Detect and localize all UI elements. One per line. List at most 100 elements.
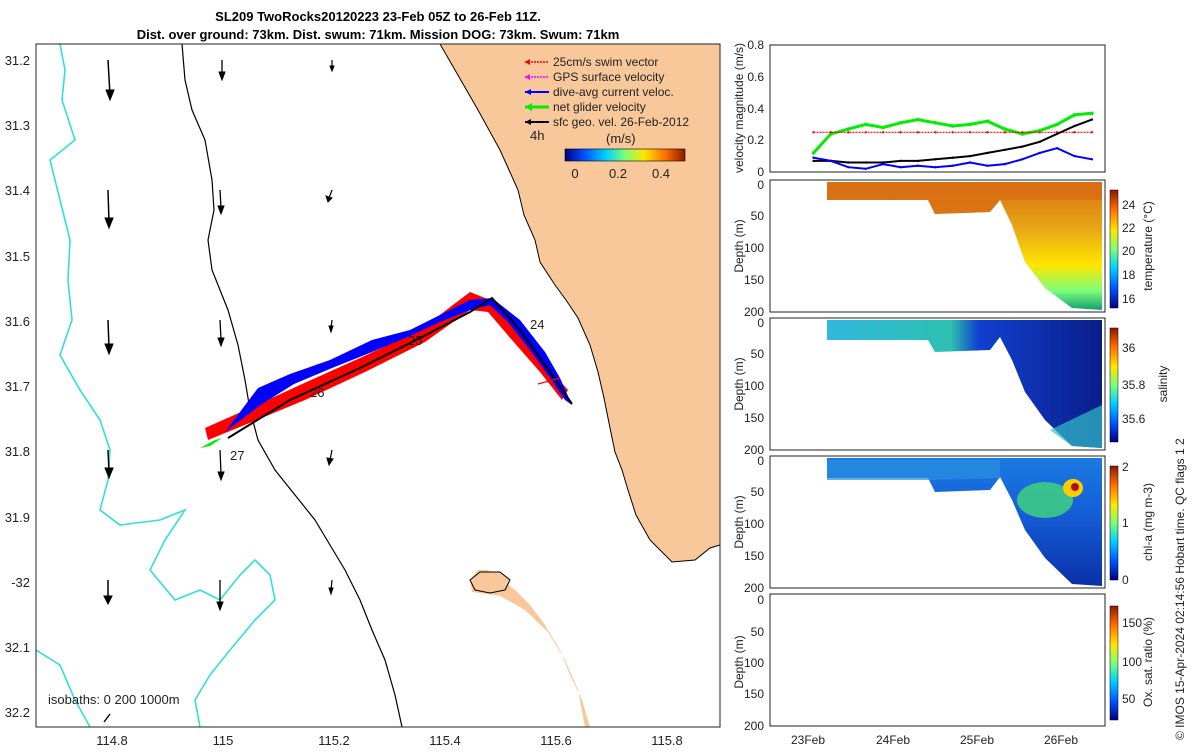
velocity-point xyxy=(1003,131,1007,134)
title-line2: Dist. over ground: 73km. Dist. swum: 71k… xyxy=(137,27,620,42)
sal-ytick: 150 xyxy=(744,411,764,425)
vel-ytick: 0.8 xyxy=(747,38,764,52)
vector-arrow xyxy=(104,319,114,356)
map-ytick: 31.7 xyxy=(5,379,30,394)
velocity-point xyxy=(986,164,989,167)
sal-colorbar xyxy=(1109,327,1119,443)
velocity-point xyxy=(1073,124,1076,128)
footer-credit: © IMOS 15-Apr-2024 02:14:56 Hobart time.… xyxy=(1173,438,1187,740)
temp-ytick: 200 xyxy=(744,305,764,319)
temp-ytick: 50 xyxy=(751,209,765,223)
ox-ylabel: Depth (m) xyxy=(732,635,746,688)
velocity-point xyxy=(864,167,867,170)
ox-ytick: 200 xyxy=(744,719,764,733)
vector-arrow xyxy=(103,713,111,723)
velocity-y-axis: 0 0.2 0.4 0.6 0.8 xyxy=(747,38,764,179)
map-ytick: 32.2 xyxy=(5,705,30,720)
chla-ytick: 0 xyxy=(757,454,764,468)
map-xtick: 115.8 xyxy=(651,733,683,748)
velocity-point xyxy=(1021,131,1024,134)
chla-ylabel: Depth (m) xyxy=(732,495,746,548)
velocity-point xyxy=(863,122,868,127)
velocity-point xyxy=(1090,158,1094,161)
velocity-point xyxy=(985,119,990,123)
velocity-point xyxy=(916,131,920,134)
legend-label: 25cm/s swim vector xyxy=(553,55,658,69)
map-xtick: 115.6 xyxy=(540,733,572,748)
sal-cbar-label: salinity xyxy=(1156,366,1170,403)
ox-cbar-tick: 100 xyxy=(1122,655,1142,669)
velocity-point xyxy=(1003,162,1007,166)
sal-cbar-tick: 35.6 xyxy=(1122,412,1146,426)
velocity-point xyxy=(812,159,815,163)
map-ytick: 31.3 xyxy=(5,118,30,133)
map-ytick: 31.6 xyxy=(5,314,30,329)
vector-field xyxy=(103,59,335,723)
legend-label: GPS surface velocity xyxy=(553,70,664,84)
salinity-panel: 0 50 100 150 200 Depth (m) 35.6 35.8 36 … xyxy=(732,316,1170,457)
map-xtick: 115 xyxy=(213,733,234,748)
vector-arrow xyxy=(217,319,225,348)
legend-label: sfc geo. vel. 26-Feb-2012 xyxy=(553,115,689,129)
ox-colorbar xyxy=(1109,605,1119,721)
velocity-point xyxy=(916,159,920,163)
velocity-point xyxy=(846,127,851,131)
temp-ytick: 100 xyxy=(744,241,764,255)
velocity-point xyxy=(899,166,902,169)
vel-ytick: 0 xyxy=(757,165,764,179)
ox-xtick: 24Feb xyxy=(876,733,910,747)
ox-cbar-tick: 150 xyxy=(1122,616,1142,630)
velocity-point xyxy=(881,125,885,130)
sal-ytick: 50 xyxy=(751,347,765,361)
map-legend: 25cm/s swim vector GPS surface velocity … xyxy=(525,55,689,181)
temperature-section xyxy=(827,182,1102,310)
velocity-point xyxy=(1055,132,1059,136)
temperature-upper xyxy=(827,182,1102,214)
chla-colorbar xyxy=(1109,465,1119,581)
map-ytick: 31.9 xyxy=(5,510,30,525)
velocity-point xyxy=(881,162,885,166)
velocity-point xyxy=(864,161,867,164)
oxygen-panel: 0 50 100 150 200 Depth (m) 23Feb 24Feb 2… xyxy=(732,593,1155,747)
ox-xtick: 23Feb xyxy=(791,733,825,747)
legend-item-swim: 25cm/s swim vector xyxy=(525,55,658,69)
vector-arrow xyxy=(217,189,225,216)
velocity-point xyxy=(864,131,867,134)
ox-cbar-label: Ox. sat. ratio (%) xyxy=(1141,617,1155,707)
velocity-point xyxy=(829,131,833,134)
velocity-point xyxy=(1090,118,1094,121)
temp-cbar-tick: 24 xyxy=(1122,198,1136,212)
temperature-panel: 0 50 100 150 200 Depth (m) 16 18 20 22 2… xyxy=(732,178,1155,319)
velocity-point xyxy=(934,131,937,134)
temp-cbar-tick: 18 xyxy=(1122,268,1136,282)
chla-max xyxy=(1071,483,1079,491)
velocity-point xyxy=(916,164,920,167)
map-x-axis: 114.8 115 115.2 115.4 115.6 115.8 xyxy=(96,733,683,748)
velocity-point xyxy=(950,124,955,128)
land-island xyxy=(469,571,511,594)
velocity-point xyxy=(951,131,954,134)
velocity-point xyxy=(1038,140,1041,143)
map-xtick: 114.8 xyxy=(96,733,128,748)
velocity-point xyxy=(1038,151,1041,155)
ox-ytick: 50 xyxy=(751,625,765,639)
cbar-tick: 0.2 xyxy=(609,166,627,181)
ox-ytick: 0 xyxy=(757,593,764,607)
sal-ytick: 0 xyxy=(757,316,764,330)
velocity-point xyxy=(1038,131,1041,134)
sal-cbar-tick: 35.8 xyxy=(1122,378,1146,392)
legend-label: dive-avg current veloc. xyxy=(553,85,674,99)
ox-cbar-tick: 50 xyxy=(1122,692,1136,706)
legend-cbar-title: (m/s) xyxy=(606,131,636,146)
velocity-point xyxy=(933,121,938,125)
velocity-point xyxy=(968,131,972,134)
velocity-point xyxy=(847,161,850,164)
velocity-point xyxy=(899,159,902,163)
gps-arrow xyxy=(537,377,561,385)
ox-xtick: 26Feb xyxy=(1044,733,1078,747)
velocity-point xyxy=(812,156,815,159)
vector-arrow xyxy=(105,59,115,102)
temp-cbar-label: temperature (°C) xyxy=(1141,201,1155,291)
vel-ytick: 0.6 xyxy=(747,70,764,84)
